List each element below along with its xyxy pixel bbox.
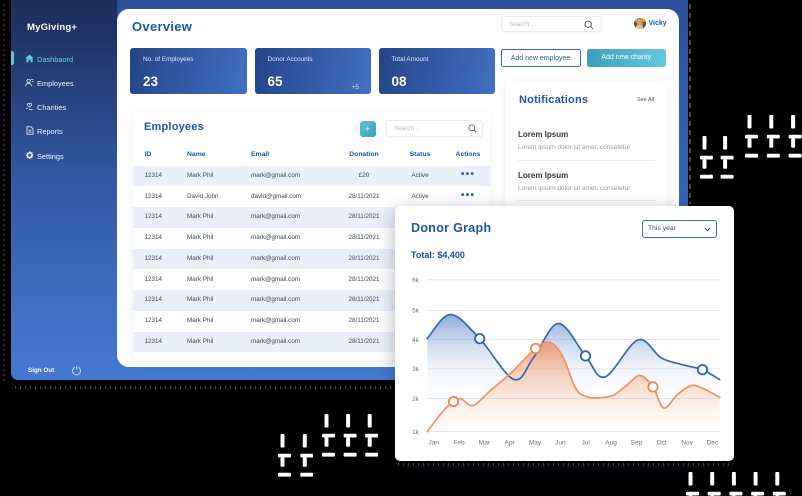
svg-text:Jun: Jun: [555, 440, 566, 447]
svg-text:6k: 6k: [412, 277, 420, 284]
svg-text:1k: 1k: [412, 429, 420, 436]
svg-text:Sep: Sep: [631, 440, 643, 447]
svg-text:Dec: Dec: [707, 440, 719, 447]
svg-text:Mar: Mar: [479, 440, 491, 447]
svg-text:Jan: Jan: [428, 440, 439, 447]
svg-text:4k: 4k: [412, 337, 420, 344]
svg-text:Apr: Apr: [505, 440, 516, 447]
svg-text:Aug: Aug: [605, 440, 617, 447]
svg-text:Jul: Jul: [582, 440, 591, 447]
svg-text:5k: 5k: [412, 308, 420, 315]
svg-text:3k: 3k: [412, 366, 420, 373]
svg-text:May: May: [529, 440, 542, 447]
svg-text:Nov: Nov: [681, 440, 693, 447]
svg-text:Oct: Oct: [657, 440, 667, 447]
svg-text:2k: 2k: [412, 396, 420, 403]
svg-text:Feb: Feb: [453, 440, 465, 447]
